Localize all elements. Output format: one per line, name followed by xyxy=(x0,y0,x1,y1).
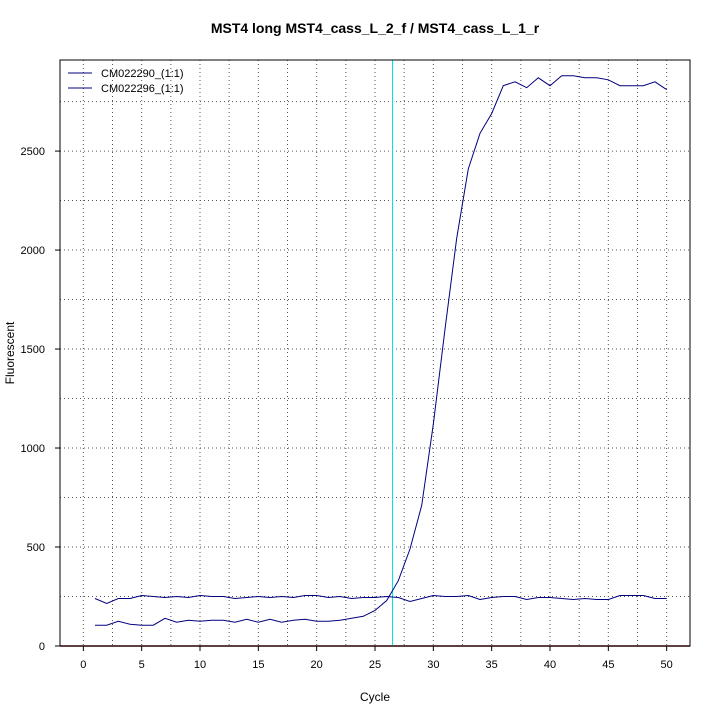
y-tick-label: 1500 xyxy=(21,344,45,356)
grid-layer xyxy=(60,60,690,646)
x-tick-label: 40 xyxy=(544,659,556,671)
legend-label-1: CM022290_(1:1) xyxy=(101,68,184,80)
y-axis-title: Fluorescent xyxy=(3,321,17,384)
y-tick-label: 1000 xyxy=(21,443,45,455)
y-tick-label: 2500 xyxy=(21,146,45,158)
series-layer xyxy=(94,75,667,626)
x-tick-label: 50 xyxy=(661,659,673,671)
x-tick-label: 20 xyxy=(311,659,323,671)
x-axis-title: Cycle xyxy=(360,690,390,704)
x-tick-label: 15 xyxy=(252,659,264,671)
x-tick-label: 30 xyxy=(427,659,439,671)
y-tick-label: 0 xyxy=(39,641,45,653)
series-line-2 xyxy=(94,594,667,604)
chart-title: MST4 long MST4_cass_L_2_f / MST4_cass_L_… xyxy=(210,20,540,36)
legend: CM022290_(1:1) CM022296_(1:1) xyxy=(68,68,184,95)
x-tick-label: 0 xyxy=(80,659,86,671)
x-tick-label: 35 xyxy=(486,659,498,671)
series-line-1 xyxy=(95,75,667,626)
x-tick-label: 45 xyxy=(602,659,614,671)
y-tick-label: 500 xyxy=(27,542,45,554)
plot-frame xyxy=(59,59,691,647)
x-tick-label: 25 xyxy=(369,659,381,671)
legend-label-2: CM022296_(1:1) xyxy=(101,83,184,95)
y-tick-label: 2000 xyxy=(21,245,45,257)
x-tick-label: 5 xyxy=(139,659,145,671)
threshold-layer xyxy=(60,60,690,647)
x-tick-label: 10 xyxy=(194,659,206,671)
